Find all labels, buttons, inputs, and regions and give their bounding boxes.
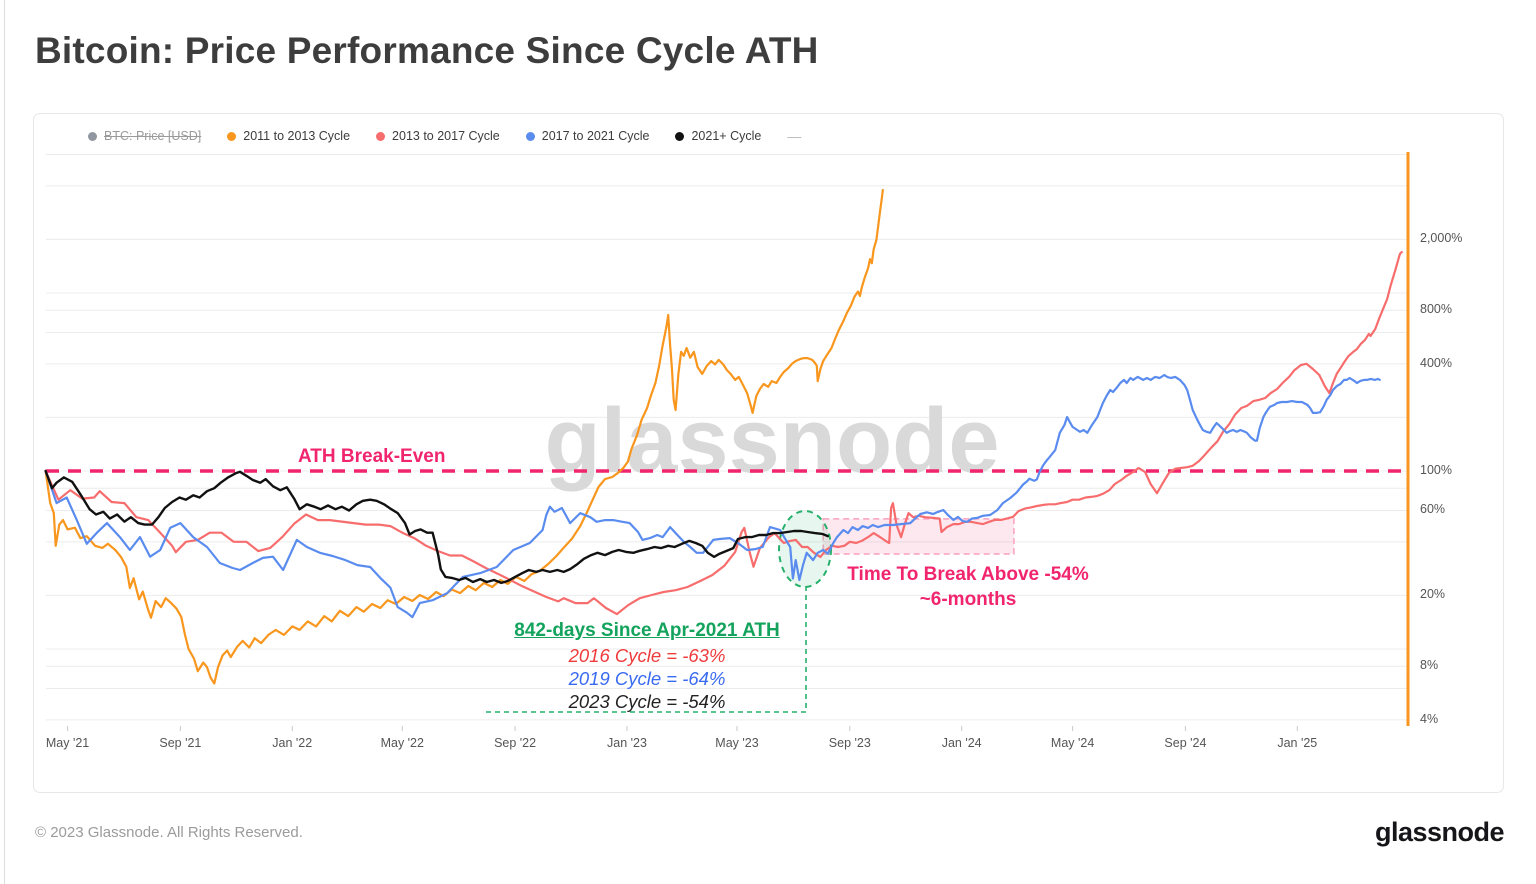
legend-item-label: 2013 to 2017 Cycle	[392, 129, 500, 143]
page-title: Bitcoin: Price Performance Since Cycle A…	[35, 30, 819, 71]
breakout-label-line1: Time To Break Above -54%	[847, 564, 1089, 585]
x-axis-tick-label: Sep '24	[1164, 736, 1207, 750]
y-axis-tick-label: 400%	[1420, 355, 1452, 370]
x-axis-tick-label: Jan '23	[606, 736, 647, 750]
legend-item-label: BTC: Price [USD]	[104, 129, 202, 143]
legend-item-2017-to-2021-cycle[interactable]: 2017 to 2021 Cycle	[525, 129, 650, 143]
legend-item-2013-to-2017-cycle[interactable]: 2013 to 2017 Cycle	[376, 129, 500, 143]
legend-item-label: 2017 to 2021 Cycle	[541, 129, 650, 143]
x-axis-tick-label: Jan '24	[941, 736, 982, 750]
legend-dot-icon	[227, 131, 237, 141]
y-axis-tick-label: 800%	[1420, 302, 1452, 317]
days-since-ath-label: 842-days Since Apr-2021 ATH	[514, 620, 780, 641]
legend-item-2021-cycle[interactable]: 2021+ Cycle	[675, 129, 761, 143]
x-axis-tick-label: May '22	[380, 736, 424, 750]
legend-item-2011-to-2013-cycle[interactable]: 2011 to 2013 Cycle	[227, 129, 350, 143]
chart-card	[33, 113, 1504, 793]
breakout-label-line2: ~6-months	[919, 589, 1017, 610]
copyright-footer: © 2023 Glassnode. All Rights Reserved.	[35, 824, 303, 841]
x-axis-tick-label: Sep '21	[159, 736, 202, 750]
series-2011-to-2013-cycle	[44, 188, 884, 685]
legend-overflow-dash: —	[787, 128, 802, 144]
legend-item-label: 2021+ Cycle	[691, 129, 762, 143]
x-axis-tick-label: Jan '22	[272, 736, 313, 750]
series-2021-cycle	[44, 469, 829, 585]
watermark: glassnode	[544, 390, 999, 492]
y-axis-tick-label: 8%	[1420, 658, 1439, 673]
ath-break-even-label: ATH Break-Even	[298, 446, 446, 467]
cycle-2023-drawdown-label: 2023 Cycle = -54%	[568, 691, 726, 712]
y-axis-tick-label: 4%	[1420, 711, 1439, 726]
legend-dot-icon	[675, 131, 685, 141]
series-2017-to-2021-cycle	[44, 373, 1381, 619]
x-axis-tick-label: Sep '23	[828, 736, 871, 750]
legend-dot-icon	[376, 131, 386, 141]
legend-item-btc-price-usd-[interactable]: BTC: Price [USD]	[88, 129, 201, 143]
page-left-rule	[4, 0, 5, 884]
x-axis-tick-label: May '23	[715, 736, 759, 750]
x-axis-tick-label: May '21	[45, 736, 90, 750]
legend-item-label: 2011 to 2013 Cycle	[243, 129, 351, 143]
legend-dot-icon	[88, 131, 97, 141]
y-axis-tick-label: 20%	[1420, 587, 1446, 602]
y-axis-tick-label: 2,000%	[1420, 231, 1463, 246]
series-2013-to-2017-cycle	[44, 250, 1403, 616]
chart-legend: BTC: Price [USD] 2011 to 2013 Cycle 2013 t…	[88, 128, 801, 144]
y-axis-tick-label: 100%	[1420, 463, 1452, 477]
y-axis-tick-label: 60%	[1420, 502, 1446, 517]
x-axis-tick-label: May '24	[1050, 736, 1095, 750]
cycle-2019-drawdown-label: 2019 Cycle = -64%	[568, 668, 726, 689]
legend-dot-icon	[525, 131, 535, 141]
x-axis-tick-label: Sep '22	[494, 736, 537, 750]
glassnode-logo: glassnode	[1374, 817, 1505, 847]
x-axis-tick-label: Jan '25	[1277, 736, 1318, 750]
cycle-2016-drawdown-label: 2016 Cycle = -63%	[568, 645, 726, 666]
